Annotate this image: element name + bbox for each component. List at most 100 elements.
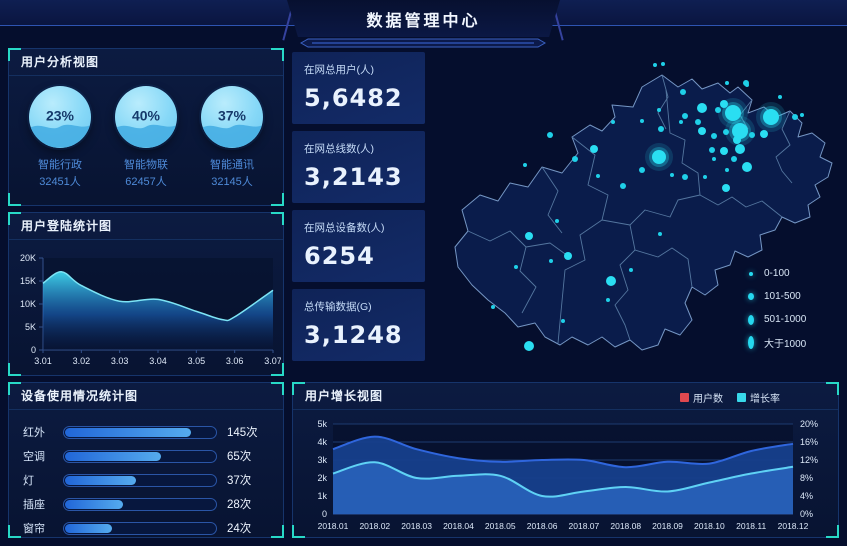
- bar-label: 红外: [23, 427, 45, 439]
- bubble-size-icon: [749, 271, 753, 276]
- map-legend: 0-100 101-500 501-1000 大于1000: [748, 262, 806, 354]
- svg-text:5K: 5K: [25, 322, 36, 332]
- svg-text:20%: 20%: [800, 419, 818, 429]
- bar-fill: [65, 475, 137, 485]
- svg-text:4k: 4k: [317, 437, 327, 447]
- gauge-percent: 40%: [131, 107, 161, 124]
- bar-track: [63, 449, 217, 463]
- svg-text:0: 0: [322, 509, 327, 519]
- bar-fill: [65, 451, 161, 461]
- gauge-percent: 23%: [45, 107, 75, 124]
- map-legend-item: 101-500: [748, 285, 806, 308]
- corner-decoration: [271, 193, 284, 206]
- corner-decoration: [826, 382, 839, 395]
- svg-text:5k: 5k: [317, 419, 327, 429]
- svg-text:2018.03: 2018.03: [401, 521, 432, 531]
- login-area-chart[interactable]: 0 5K 10K 15K 20K 3.01 3.02 3.03 3.04 3.05 3.06 3.07: [13, 246, 282, 370]
- bar-track: [63, 521, 217, 535]
- liquid-wave: [115, 125, 177, 148]
- svg-text:2018.06: 2018.06: [527, 521, 558, 531]
- kpi-value: 6254: [304, 242, 375, 270]
- kpi-column: 在网总用户(人) 5,6482 在网总线数(人) 3,2143 在网总设备数(人) 625…: [292, 52, 425, 368]
- device-bar-row[interactable]: 红外 145次: [23, 420, 269, 444]
- legend-swatch: [680, 393, 689, 402]
- map-legend-item: 501-1000: [748, 308, 806, 331]
- map-inner-borders: [467, 74, 793, 344]
- kpi-card-2: 在网总设备数(人) 6254: [292, 210, 425, 282]
- kpi-value: 3,2143: [304, 163, 403, 191]
- svg-text:15K: 15K: [20, 276, 36, 286]
- svg-text:2k: 2k: [317, 473, 327, 483]
- kpi-label: 在网总线数(人): [304, 143, 374, 155]
- bar-fill: [65, 427, 192, 437]
- bar-label: 插座: [23, 499, 45, 511]
- map-legend-item: 0-100: [748, 262, 806, 285]
- bar-track: [63, 425, 217, 439]
- bar-value: 65次: [227, 451, 252, 463]
- device-bar-row[interactable]: 插座 28次: [23, 492, 269, 516]
- bar-value: 37次: [227, 475, 252, 487]
- panel-title-user-analysis: 用户分析视图: [9, 49, 283, 76]
- legend-swatch: [737, 393, 746, 402]
- svg-text:3.03: 3.03: [111, 356, 129, 366]
- gauge-1[interactable]: 40% 智能物联 62457人: [106, 86, 186, 189]
- gauge-percent: 37%: [217, 107, 247, 124]
- svg-text:2018.11: 2018.11: [736, 521, 766, 531]
- bubble-size-icon: [748, 336, 754, 349]
- kpi-label: 总传输数据(G): [304, 301, 372, 313]
- bar-fill: [65, 499, 123, 509]
- gauge-circle: 40%: [115, 86, 177, 148]
- device-bar-row[interactable]: 空调 65次: [23, 444, 269, 468]
- svg-text:20K: 20K: [20, 253, 36, 263]
- bar-label: 空调: [23, 451, 45, 463]
- legend-item-用户数[interactable]: 用户数: [680, 390, 723, 405]
- bar-value: 24次: [227, 523, 252, 535]
- page-title: 数据管理中心: [366, 12, 481, 30]
- panel-user-growth: 用户增长视图 用户数 增长率 0 1k 2k 3k 4k 5k 0% 4% 8% 12% 16% 20%…: [292, 382, 839, 538]
- gauge-label: 智能通讯: [210, 159, 254, 171]
- gauge-group: 23% 智能行政 32451人 40% 智能物联 62457人 37% 智能通讯 32145人: [9, 76, 283, 189]
- svg-text:0%: 0%: [800, 509, 813, 519]
- legend-label: 101-500: [764, 291, 801, 302]
- corner-decoration: [8, 382, 21, 395]
- device-bar-row[interactable]: 窗帘 24次: [23, 516, 269, 540]
- kpi-card-0: 在网总用户(人) 5,6482: [292, 52, 425, 124]
- svg-text:3.07: 3.07: [264, 356, 281, 366]
- liquid-wave: [201, 125, 263, 148]
- legend-dot-column: [748, 336, 764, 349]
- growth-area-chart[interactable]: 0 1k 2k 3k 4k 5k 0% 4% 8% 12% 16% 20% 2018.01 2018.02…: [297, 410, 832, 540]
- growth-chart-legend: 用户数 增长率: [680, 390, 780, 405]
- province-map[interactable]: [430, 45, 840, 397]
- panel-device-usage: 设备使用情况统计图 红外 145次 空调 65次灯 37次 插座 28次 窗帘 24次: [8, 382, 284, 538]
- kpi-card-3: 总传输数据(G) 3,1248: [292, 289, 425, 361]
- legend-item-增长率[interactable]: 增长率: [737, 390, 780, 405]
- map-legend-item: 大于1000: [748, 331, 806, 354]
- legend-dot-column: [748, 271, 764, 276]
- corner-decoration: [292, 382, 305, 395]
- bar-track: [63, 497, 217, 511]
- corner-decoration: [271, 382, 284, 395]
- svg-text:3k: 3k: [317, 455, 327, 465]
- kpi-label: 在网总设备数(人): [304, 222, 385, 234]
- corner-decoration: [8, 212, 21, 225]
- svg-text:0: 0: [31, 345, 36, 355]
- svg-text:8%: 8%: [800, 473, 813, 483]
- kpi-card-1: 在网总线数(人) 3,2143: [292, 131, 425, 203]
- svg-text:3.06: 3.06: [226, 356, 244, 366]
- legend-dot-column: [748, 293, 764, 300]
- bar-track: [63, 473, 217, 487]
- gauge-2[interactable]: 37% 智能通讯 32145人: [192, 86, 272, 189]
- corner-decoration: [8, 48, 21, 61]
- panel-title-user-growth: 用户增长视图: [293, 383, 838, 410]
- bar-value: 145次: [227, 427, 258, 439]
- panel-login-stats: 用户登陆统计图 0 5K 10K 15K 20K 3.01 3.02 3.03 3.04 3.05…: [8, 212, 284, 376]
- svg-text:16%: 16%: [800, 437, 818, 447]
- svg-text:2018.02: 2018.02: [359, 521, 390, 531]
- svg-text:2018.10: 2018.10: [694, 521, 725, 531]
- gauge-0[interactable]: 23% 智能行政 32451人: [20, 86, 100, 189]
- panel-title-login-stats: 用户登陆统计图: [9, 213, 283, 240]
- legend-label: 大于1000: [764, 339, 807, 350]
- device-bar-chart[interactable]: 红外 145次空调 65次灯 37次 插座 28次 窗帘 24次: [9, 410, 283, 540]
- device-bar-row[interactable]: 灯 37次: [23, 468, 269, 492]
